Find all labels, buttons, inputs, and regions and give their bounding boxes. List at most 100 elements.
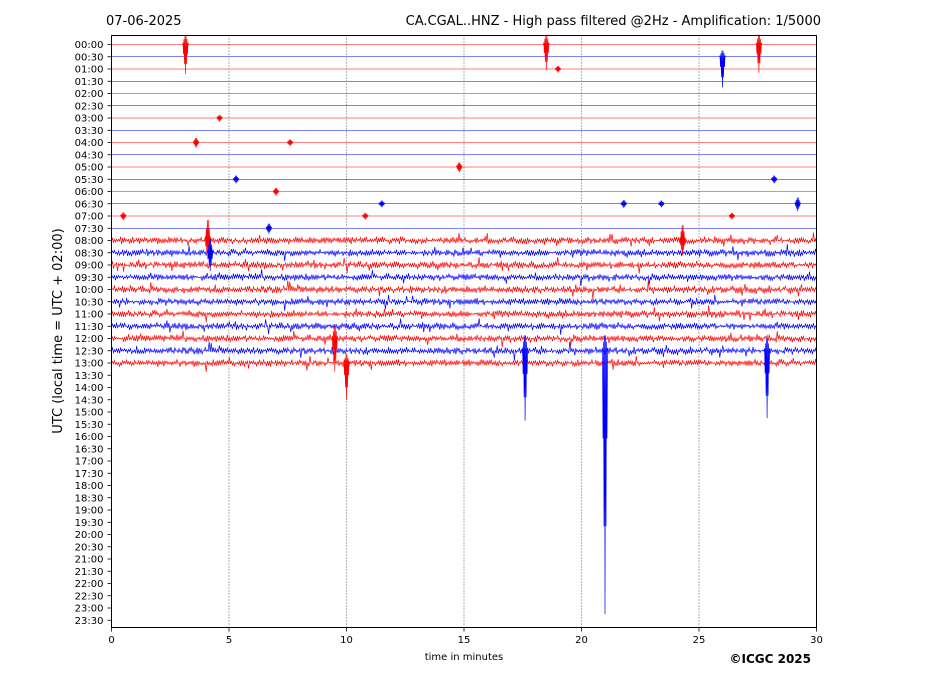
event-spike — [521, 335, 529, 421]
y-tick-label: 07:30 — [75, 224, 104, 235]
x-tick-label: 25 — [693, 635, 706, 646]
event-spike — [601, 335, 609, 615]
y-tick-label: 00:30 — [75, 52, 104, 63]
y-tick-label: 03:00 — [75, 114, 104, 125]
event-spike — [120, 212, 127, 221]
event-spike — [232, 175, 240, 184]
y-tick-label: 05:30 — [75, 175, 104, 186]
event-spike — [554, 65, 562, 73]
y-tick-label: 15:00 — [75, 408, 104, 419]
x-axis-label: time in minutes — [425, 652, 504, 663]
y-tick-label: 02:00 — [75, 89, 104, 100]
event-spike — [794, 197, 802, 212]
chart-title: CA.CGAL..HNZ - High pass filtered @2Hz -… — [406, 14, 821, 29]
date-label: 07-06-2025 — [106, 14, 182, 29]
event-spike — [286, 139, 294, 147]
x-tick-label: 10 — [340, 635, 353, 646]
y-tick-label: 18:30 — [75, 493, 104, 504]
event-spike — [728, 212, 736, 220]
event-spike — [620, 200, 628, 209]
event-spike — [658, 200, 665, 208]
event-spike — [719, 50, 726, 88]
y-tick-label: 09:00 — [75, 261, 104, 272]
y-tick-label: 00:00 — [75, 40, 104, 51]
y-tick-label: 08:30 — [75, 248, 104, 259]
y-tick-label: 14:30 — [75, 395, 104, 406]
y-tick-label: 16:30 — [75, 444, 104, 455]
y-tick-label: 12:00 — [75, 334, 104, 345]
trace-row-0800 — [111, 232, 817, 247]
y-tick-label: 14:00 — [75, 383, 104, 394]
event-spike — [265, 223, 273, 234]
y-tick-label: 01:00 — [75, 65, 104, 76]
y-tick-label: 12:30 — [75, 346, 104, 357]
trace-row-1230 — [111, 341, 817, 361]
y-tick-label: 13:30 — [75, 371, 104, 382]
y-tick-label: 13:00 — [75, 359, 104, 370]
y-tick-label: 10:00 — [75, 285, 104, 296]
trace-row-1000 — [111, 280, 817, 300]
seismic-events — [120, 34, 802, 615]
y-tick-label: 11:30 — [75, 322, 104, 333]
y-tick-label: 04:30 — [75, 150, 104, 161]
trace-row-0900 — [111, 256, 817, 274]
y-tick-label: 17:00 — [75, 457, 104, 468]
y-tick-label: 21:00 — [75, 555, 104, 566]
event-spike — [206, 239, 214, 272]
event-spike — [192, 137, 200, 149]
y-tick-label: 09:30 — [75, 273, 104, 284]
y-tick-label: 21:30 — [75, 567, 104, 578]
event-spike — [378, 200, 386, 208]
event-spike — [216, 114, 223, 122]
x-tick-label: 30 — [810, 635, 823, 646]
y-tick-label: 01:30 — [75, 77, 104, 88]
event-spike — [182, 35, 189, 74]
event-spike — [343, 354, 350, 400]
y-tick-label: 11:00 — [75, 310, 104, 321]
trace-row-1200 — [111, 330, 817, 348]
copyright-label: ©ICGC 2025 — [729, 652, 811, 666]
x-tick-label: 0 — [108, 635, 114, 646]
event-spike — [542, 34, 550, 71]
y-tick-label: 23:00 — [75, 604, 104, 615]
y-tick-label: 22:30 — [75, 591, 104, 602]
event-spike — [755, 34, 763, 73]
trace-row-0930 — [111, 269, 817, 286]
y-tick-label: 20:00 — [75, 530, 104, 541]
event-spike — [455, 162, 463, 173]
y-tick-label: 23:30 — [75, 616, 104, 627]
event-spike — [272, 187, 280, 196]
y-tick-label: 04:00 — [75, 138, 104, 149]
y-tick-label: 20:30 — [75, 542, 104, 553]
x-tick-label: 5 — [226, 635, 232, 646]
y-tick-label: 07:00 — [75, 212, 104, 223]
event-spike — [362, 212, 369, 220]
y-axis-label: UTC (local time = UTC + 02:00) — [51, 228, 66, 433]
x-tick-label: 15 — [458, 635, 471, 646]
y-tick-label: 19:00 — [75, 506, 104, 517]
trace-row-1300 — [111, 355, 817, 373]
trace-row-1030 — [111, 294, 817, 311]
y-tick-label: 17:30 — [75, 469, 104, 480]
y-tick-label: 06:00 — [75, 187, 104, 198]
x-tick-label: 20 — [575, 635, 588, 646]
y-tick-label: 03:30 — [75, 126, 104, 137]
y-tick-label: 05:00 — [75, 163, 104, 174]
y-tick-label: 02:30 — [75, 101, 104, 112]
y-tick-label: 10:30 — [75, 297, 104, 308]
trace-rows — [111, 44, 817, 373]
y-tick-label: 06:30 — [75, 199, 104, 210]
y-tick-label: 18:00 — [75, 481, 104, 492]
y-tick-label: 19:30 — [75, 518, 104, 529]
trace-row-1130 — [111, 318, 817, 335]
event-spike — [331, 326, 339, 372]
trace-row-1100 — [111, 305, 817, 323]
event-spike — [763, 338, 771, 419]
trace-row-0830 — [111, 243, 817, 262]
y-tick-label: 08:00 — [75, 236, 104, 247]
y-tick-label: 15:30 — [75, 420, 104, 431]
y-tick-label: 22:00 — [75, 579, 104, 590]
y-tick-label: 16:00 — [75, 432, 104, 443]
